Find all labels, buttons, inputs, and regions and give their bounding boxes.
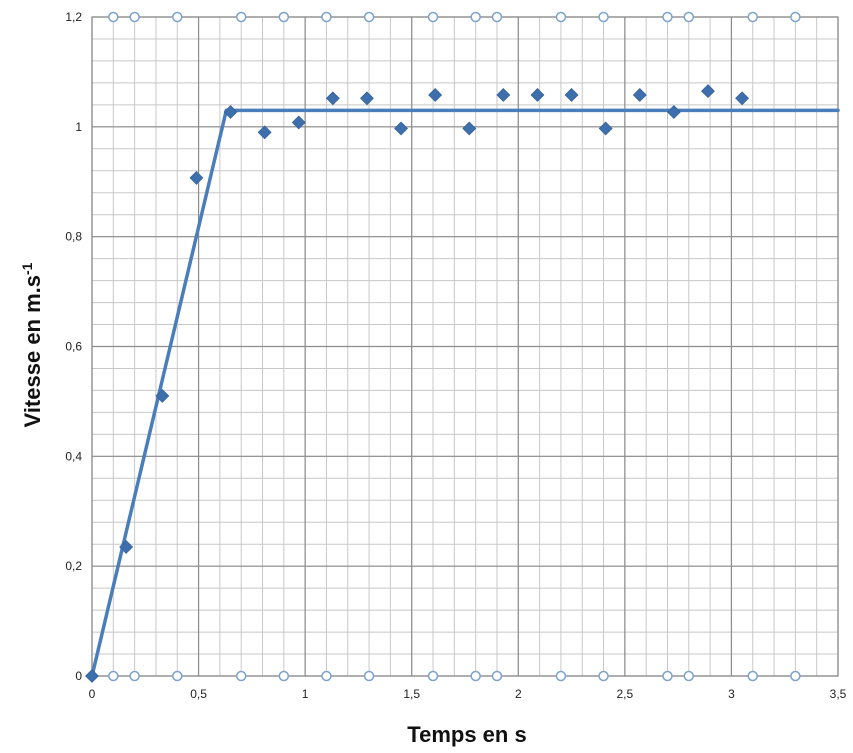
data-point-circle bbox=[598, 11, 609, 23]
data-point-diamond bbox=[462, 121, 477, 136]
data-point-circle bbox=[790, 670, 801, 682]
x-tick-label: 1 bbox=[302, 687, 309, 701]
data-point-diamond bbox=[223, 105, 238, 119]
y-tick-label: 1 bbox=[75, 120, 82, 134]
trend-line bbox=[90, 108, 840, 678]
data-point-diamond bbox=[530, 88, 545, 102]
x-tick-label: 3,5 bbox=[830, 687, 847, 701]
data-point-diamond bbox=[598, 121, 613, 136]
data-point-circle bbox=[683, 670, 695, 682]
data-point-circle bbox=[129, 670, 140, 682]
x-tick-label: 0 bbox=[89, 687, 96, 701]
plot-area-border bbox=[91, 16, 839, 677]
data-point-diamond bbox=[155, 389, 170, 403]
data-point-circle bbox=[363, 11, 375, 23]
data-point-circle bbox=[108, 670, 119, 682]
y-axis-title-superscript: -1 bbox=[19, 262, 35, 275]
data-point-diamond bbox=[257, 125, 272, 140]
y-tick-labels: 0 0,2 0,4 0,6 0,8 1 1,2 bbox=[65, 10, 82, 683]
data-point-circle bbox=[235, 670, 247, 682]
x-tick-labels: 0 0,5 1 1,5 2 2,5 3 3,5 bbox=[89, 687, 847, 701]
data-point-diamond bbox=[85, 669, 99, 683]
data-point-circle bbox=[470, 11, 481, 23]
x-tick-label: 3 bbox=[728, 687, 735, 701]
data-point-circle bbox=[129, 11, 140, 23]
x-axis-title: Temps en s bbox=[407, 722, 526, 747]
trend-lines bbox=[90, 108, 840, 678]
data-point-circle bbox=[278, 11, 290, 23]
data-point-circle bbox=[747, 670, 758, 682]
data-point-diamond bbox=[666, 105, 681, 119]
x-tick-label: 1,5 bbox=[403, 687, 420, 701]
data-point-diamond bbox=[735, 91, 750, 106]
y-tick-label: 0,4 bbox=[65, 449, 82, 463]
x-tick-label: 2 bbox=[515, 687, 522, 701]
data-point-diamond bbox=[360, 91, 374, 106]
data-point-diamond bbox=[119, 540, 134, 554]
data-point-diamond bbox=[564, 88, 579, 102]
data-point-circle bbox=[321, 11, 332, 23]
data-point-diamond bbox=[291, 115, 306, 130]
data-point-diamond bbox=[701, 84, 715, 99]
data-point-circle bbox=[470, 670, 481, 682]
data-point-circle bbox=[172, 670, 183, 682]
y-axis-title: Vitesse en m.s-1 bbox=[19, 262, 45, 427]
y-tick-label: 0,8 bbox=[65, 230, 82, 244]
data-point-circle bbox=[683, 11, 695, 23]
data-point-diamond bbox=[632, 88, 647, 102]
data-point-diamond bbox=[394, 121, 408, 136]
y-tick-label: 0,2 bbox=[65, 559, 82, 573]
data-point-circle bbox=[491, 11, 503, 23]
data-point-circle bbox=[235, 11, 247, 23]
data-point-circle bbox=[598, 670, 609, 682]
data-point-circle bbox=[172, 11, 183, 23]
data-point-circle bbox=[363, 670, 375, 682]
data-point-diamond bbox=[325, 91, 340, 106]
data-point-circle bbox=[108, 11, 119, 23]
major-grid bbox=[91, 16, 839, 677]
y-tick-label: 1,2 bbox=[65, 10, 82, 24]
data-point-circle bbox=[555, 11, 567, 23]
data-point-circle bbox=[662, 670, 673, 682]
data-point-circle bbox=[662, 11, 673, 23]
y-tick-label: 0 bbox=[75, 669, 82, 683]
data-point-diamond bbox=[428, 88, 443, 102]
data-point-diamond bbox=[496, 88, 511, 102]
data-point-circle bbox=[747, 11, 758, 23]
data-point-circle bbox=[491, 670, 503, 682]
x-tick-label: 2,5 bbox=[617, 687, 634, 701]
y-axis-title-main: Vitesse en m.s bbox=[20, 275, 45, 427]
data-point-circle bbox=[427, 670, 439, 682]
data-point-diamond bbox=[189, 170, 204, 185]
data-point-circle bbox=[790, 11, 801, 23]
x-tick-label: 0,5 bbox=[190, 687, 207, 701]
data-markers bbox=[85, 11, 801, 683]
data-point-circle bbox=[555, 670, 567, 682]
data-point-circle bbox=[278, 670, 290, 682]
data-point-circle bbox=[427, 11, 439, 23]
y-tick-label: 0,6 bbox=[65, 340, 82, 354]
data-point-circle bbox=[321, 670, 332, 682]
